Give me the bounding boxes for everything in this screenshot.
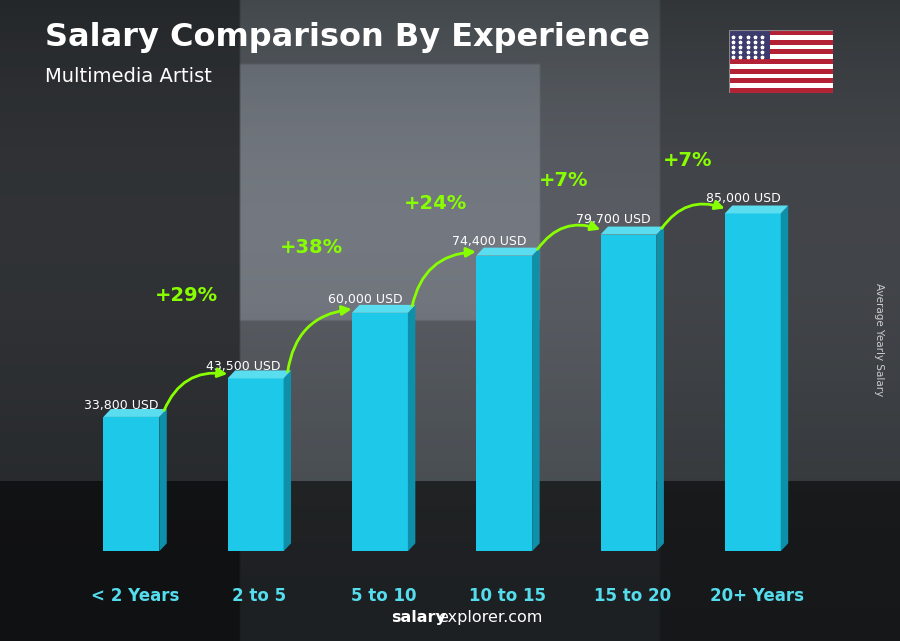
Bar <box>0 481 900 641</box>
Text: 15 to 20: 15 to 20 <box>594 587 670 605</box>
Text: +24%: +24% <box>403 194 467 213</box>
Bar <box>729 83 832 88</box>
Bar <box>729 30 770 59</box>
Polygon shape <box>656 226 664 551</box>
Polygon shape <box>228 370 291 378</box>
Text: 85,000 USD: 85,000 USD <box>706 192 780 204</box>
Bar <box>729 45 832 49</box>
Polygon shape <box>284 370 291 551</box>
Bar <box>104 417 159 551</box>
Bar <box>729 88 832 93</box>
Bar <box>729 49 832 54</box>
Bar <box>476 256 532 551</box>
Text: Salary Comparison By Experience: Salary Comparison By Experience <box>45 22 650 53</box>
Polygon shape <box>781 206 788 551</box>
Text: 20+ Years: 20+ Years <box>709 587 804 605</box>
Text: +7%: +7% <box>662 151 712 170</box>
Bar <box>724 213 781 551</box>
Text: explorer.com: explorer.com <box>438 610 543 625</box>
Bar <box>729 69 832 74</box>
Bar <box>352 313 408 551</box>
Text: 5 to 10: 5 to 10 <box>351 587 417 605</box>
Text: 33,800 USD: 33,800 USD <box>84 399 158 412</box>
Bar <box>729 35 832 40</box>
Text: Multimedia Artist: Multimedia Artist <box>45 67 212 87</box>
Bar <box>729 30 832 35</box>
Text: 74,400 USD: 74,400 USD <box>452 235 526 247</box>
Polygon shape <box>408 305 416 551</box>
Bar <box>729 54 832 59</box>
Bar <box>729 64 832 69</box>
Text: 10 to 15: 10 to 15 <box>470 587 546 605</box>
Bar <box>729 59 832 64</box>
Text: +38%: +38% <box>279 238 343 257</box>
Text: < 2 Years: < 2 Years <box>91 587 179 605</box>
Polygon shape <box>476 247 540 256</box>
Bar <box>600 235 656 551</box>
Polygon shape <box>159 409 166 551</box>
Polygon shape <box>352 305 416 313</box>
Bar <box>729 74 832 78</box>
Text: 79,700 USD: 79,700 USD <box>576 213 651 226</box>
Text: 43,500 USD: 43,500 USD <box>206 360 281 373</box>
Text: 2 to 5: 2 to 5 <box>232 587 286 605</box>
Polygon shape <box>104 409 166 417</box>
Text: +29%: +29% <box>155 286 218 305</box>
Text: 60,000 USD: 60,000 USD <box>328 293 402 306</box>
Text: Average Yearly Salary: Average Yearly Salary <box>874 283 884 396</box>
Text: salary: salary <box>392 610 446 625</box>
Bar <box>729 40 832 45</box>
Polygon shape <box>532 247 540 551</box>
Bar <box>729 78 832 83</box>
Text: +7%: +7% <box>538 171 588 190</box>
Polygon shape <box>600 226 664 235</box>
Bar <box>228 378 284 551</box>
Polygon shape <box>724 206 788 213</box>
